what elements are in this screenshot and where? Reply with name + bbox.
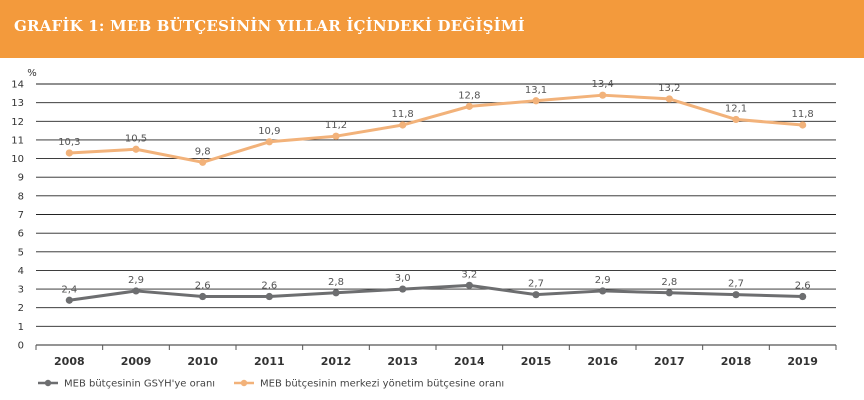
x-tick-label: 2011 [254,355,285,368]
data-point [799,292,807,301]
y-tick-label: 1 [18,322,24,333]
data-label: 2,7 [528,279,544,290]
data-point [599,91,607,99]
x-tick-label: 2010 [187,355,218,368]
data-label: 2,8 [661,277,677,288]
x-tick-label: 2015 [521,355,552,368]
y-tick-label: 9 [18,173,24,184]
data-point [65,149,73,157]
y-tick-label: 8 [18,191,24,202]
data-point [532,291,540,299]
data-point [532,97,540,105]
x-tick-label: 2019 [787,355,818,368]
data-point [399,285,407,293]
data-label: 2,4 [61,284,77,295]
legend-swatch-marker [240,379,248,387]
data-point [265,138,273,146]
gridlines [36,83,836,346]
data-label: 2,6 [195,281,211,292]
y-tick-label: 10 [11,154,24,165]
series-line [67,93,805,164]
data-label: 13,2 [658,83,680,94]
legend-label: MEB bütçesinin GSYH'ye oranı [64,379,215,390]
data-label: 11,2 [325,120,347,131]
data-point [199,158,207,166]
y-tick-label: 12 [11,117,24,128]
legend: MEB bütçesinin GSYH'ye oranı MEB bütçesin… [38,379,504,390]
data-label: 11,8 [792,109,814,120]
data-label: 10,9 [258,126,280,137]
y-tick-label: 0 [18,341,24,352]
data-label: 2,6 [261,281,277,292]
data-label: 2,8 [328,277,344,288]
y-tick-label: 5 [18,247,24,258]
data-label: 3,0 [395,273,411,284]
x-tick-label: 2012 [321,355,352,368]
y-tick-label: 7 [18,210,24,221]
data-point [465,102,473,110]
x-tick-label: 2018 [721,355,752,368]
series-line [67,283,805,302]
data-label: 12,8 [458,90,480,101]
legend-swatch-marker [44,379,52,387]
series-group: 2,4 2,9 2,6 2,6 2,8 3,0 3,2 2,7 2,9 2,8 2,7 2,6 10,3… [58,79,814,304]
data-point [665,95,673,103]
data-label: 13,4 [592,79,614,90]
chart-title: GRAFİK 1: MEB BÜTÇESİNİN YILLAR İÇİNDEKİ… [14,17,525,35]
y-tick-label: 13 [11,98,24,109]
data-label: 12,1 [725,103,747,114]
x-tick-label: 2017 [654,355,685,368]
data-point [732,291,740,299]
data-point [265,292,273,301]
y-tick-label: 6 [18,229,24,240]
data-point [132,145,140,153]
x-tick-label: 2013 [387,355,418,368]
legend-label: MEB bütçesinin merkezi yönetim bütçesine… [260,379,504,390]
title-banner: GRAFİK 1: MEB BÜTÇESİNİN YILLAR İÇİNDEKİ… [0,0,864,58]
y-tick-label: 4 [18,266,24,277]
data-label: 2,9 [128,275,144,286]
x-tick-label: 2016 [587,355,618,368]
x-axis: 2008 2009 2010 2011 2012 2013 2014 2015 2016 2017… [35,345,837,368]
data-label: 9,8 [195,146,211,157]
x-tick-label: 2008 [54,355,85,368]
data-point [599,287,607,295]
y-tick-label: 11 [11,135,24,146]
data-point [132,287,140,295]
x-tick-label: 2009 [121,355,152,368]
data-point [65,296,73,304]
data-label: 10,5 [125,133,147,144]
data-label: 3,2 [461,269,477,280]
data-label: 2,6 [795,281,811,292]
data-label: 2,7 [728,279,744,290]
data-point [665,289,673,297]
x-tick-label: 2014 [454,355,485,368]
data-point [332,289,340,297]
data-point [199,292,207,301]
data-label: 10,3 [58,137,80,148]
data-point [399,121,407,129]
y-axis-unit: % [27,68,37,79]
y-tick-label: 2 [18,303,24,314]
y-tick-label: 3 [18,285,24,296]
y-tick-label: 14 [11,80,24,91]
data-label: 11,8 [392,109,414,120]
data-label: 13,1 [525,85,547,96]
data-point [465,281,473,289]
data-label: 2,9 [595,275,611,286]
data-point [799,121,807,129]
data-point [332,132,340,140]
data-point [732,115,740,124]
